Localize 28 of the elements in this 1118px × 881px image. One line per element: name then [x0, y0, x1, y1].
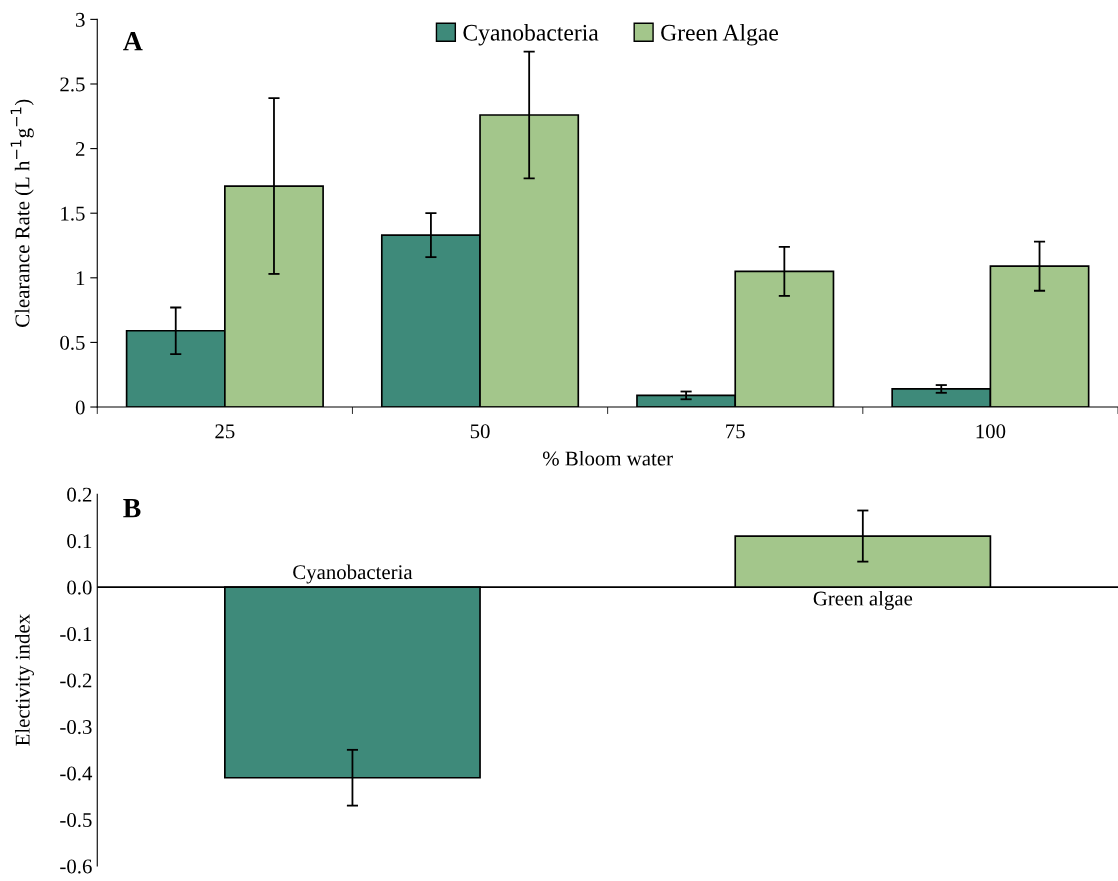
- y-tick-label: 0.1: [67, 534, 92, 549]
- y-tick-label: 3: [76, 12, 85, 27]
- y-tick-label: 2.5: [60, 77, 85, 92]
- y-tick-label: 0.2: [67, 487, 92, 502]
- y-tick-label: 0.0: [67, 580, 92, 595]
- legend-label: Green Algae: [661, 24, 778, 46]
- x-tick-label: 25: [215, 424, 235, 439]
- y-tick-label: 1: [76, 271, 85, 286]
- y-tick-label: 0.5: [60, 335, 85, 350]
- x-tick-label: 75: [726, 424, 745, 439]
- y-tick-label: -0.2: [60, 673, 92, 688]
- y-axis-title: Electivity index: [15, 614, 34, 746]
- x-tick-label: Green algae: [813, 590, 913, 610]
- y-tick-label: -0.6: [60, 859, 92, 874]
- y-tick-label: 0: [75, 400, 85, 415]
- y-tick-label: 1.5: [61, 206, 85, 221]
- y-tick-label: -0.4: [60, 766, 93, 781]
- y-axis-title: Clearance Rate (L h$^{−1}$g$^{−1}$): [10, 99, 34, 327]
- annotation: A: [123, 31, 143, 51]
- annotation: B: [123, 499, 141, 518]
- legend-label: Cyanobacteria: [463, 24, 599, 46]
- y-tick-label: -0.5: [60, 812, 92, 828]
- y-tick-label: -0.3: [60, 719, 92, 735]
- y-tick-label: 2: [75, 142, 85, 156]
- x-tick-label: 50: [470, 424, 490, 439]
- x-axis-title: % Bloom water: [542, 450, 673, 466]
- y-tick-label: -0.1: [60, 627, 92, 642]
- x-tick-label: 100: [976, 424, 1006, 439]
